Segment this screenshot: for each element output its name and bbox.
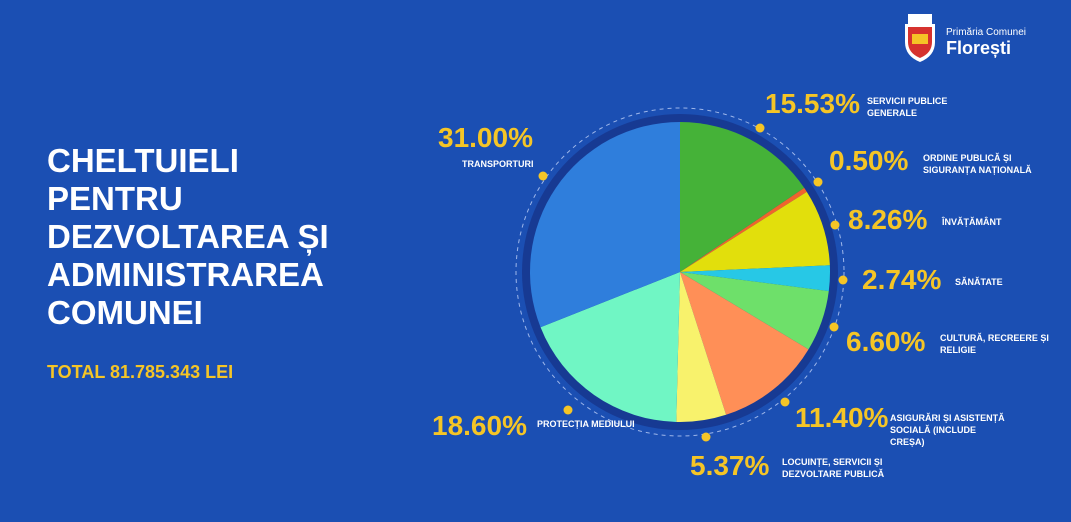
category-label: ÎNVĂȚĂMÂNT bbox=[942, 217, 1002, 227]
logo-name: Florești bbox=[946, 38, 1012, 58]
label-dot bbox=[538, 171, 548, 181]
value-label: 0.50% bbox=[829, 145, 909, 176]
pie-slice bbox=[680, 265, 830, 292]
value-label: 8.26% bbox=[848, 204, 928, 235]
label-dot bbox=[701, 432, 711, 442]
category-label: LOCUINȚE, SERVICII ȘI DEZVOLTARE PUBLICĂ bbox=[782, 457, 885, 479]
value-label: 5.37% bbox=[690, 450, 770, 481]
category-label: TRANSPORTURI bbox=[462, 159, 534, 169]
pie-slice bbox=[680, 272, 829, 350]
label-dot bbox=[829, 322, 839, 332]
pie-slice bbox=[680, 272, 809, 415]
category-label: SERVICII PUBLICE GENERALE bbox=[867, 96, 948, 118]
value-label: 31.00% bbox=[438, 122, 533, 153]
label-dot bbox=[813, 177, 823, 187]
pie-slice bbox=[680, 187, 807, 272]
pie-slice bbox=[680, 191, 830, 272]
pie-slice bbox=[540, 272, 680, 422]
crest bbox=[905, 14, 935, 62]
label-dot bbox=[830, 220, 840, 230]
label-dot bbox=[563, 405, 573, 415]
value-label: 18.60% bbox=[432, 410, 527, 441]
value-label: 15.53% bbox=[765, 88, 860, 119]
category-label: PROTECȚIA MEDIULUI bbox=[537, 419, 635, 429]
category-label: CULTURĂ, RECREERE ȘI RELIGIE bbox=[940, 333, 1049, 355]
label-dot bbox=[755, 123, 765, 133]
pie-slice bbox=[530, 122, 680, 328]
category-label: ASIGURĂRI ȘI ASISTENȚĂ SOCIALĂ (INCLUDE … bbox=[890, 413, 1005, 447]
pie-slice bbox=[676, 272, 727, 422]
label-dot bbox=[780, 397, 790, 407]
value-label: 11.40% bbox=[795, 402, 889, 433]
pie-slice bbox=[680, 122, 805, 272]
category-label: ORDINE PUBLICĂ ȘI SIGURANȚA NAȚIONALĂ bbox=[923, 153, 1032, 175]
label-dot bbox=[838, 275, 848, 285]
chart-title: CHELTUIELI PENTRU DEZVOLTAREA ȘI ADMINIS… bbox=[47, 142, 329, 331]
value-label: 6.60% bbox=[846, 326, 926, 357]
category-label: SĂNĂTATE bbox=[955, 277, 1003, 287]
chart-subtitle: TOTAL 81.785.343 LEI bbox=[47, 362, 234, 382]
logo-caption: Primăria Comunei bbox=[946, 27, 1027, 38]
value-label: 2.74% bbox=[862, 264, 942, 295]
